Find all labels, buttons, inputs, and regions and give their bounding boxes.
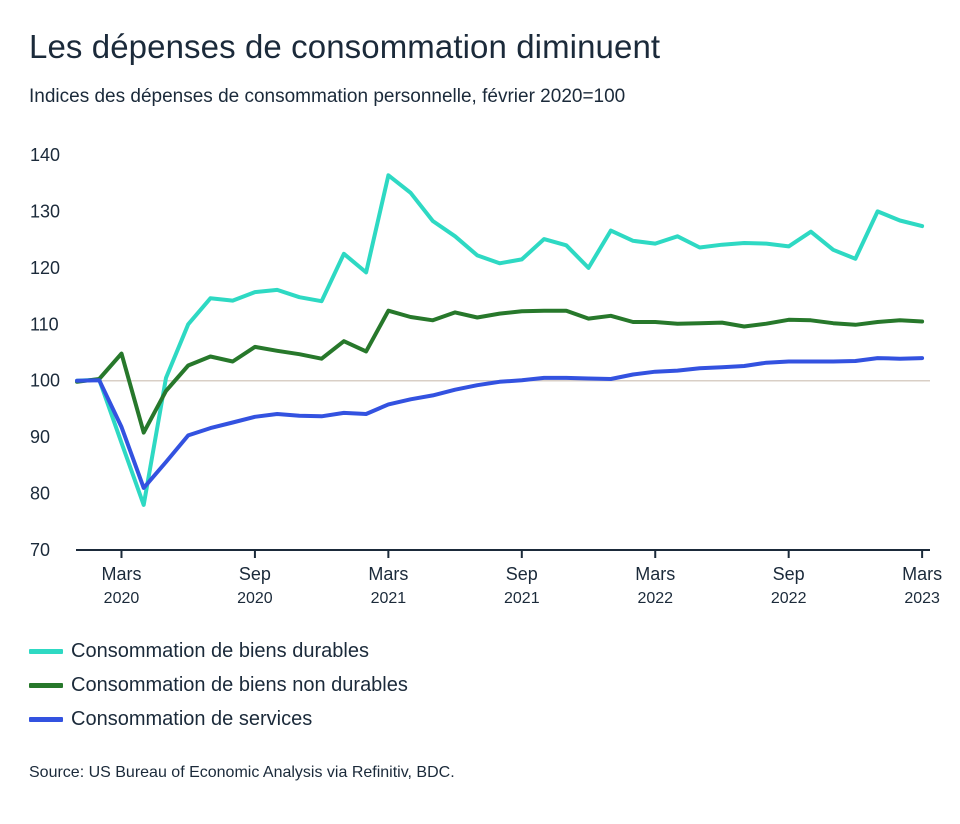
series-line-non-durables xyxy=(75,308,925,435)
y-tick-label-80: 80 xyxy=(30,484,50,504)
y-tick-label-120: 120 xyxy=(30,258,60,278)
chart-legend: Consommation de biens durables Consommat… xyxy=(29,634,408,736)
x-tick-year-0: 2020 xyxy=(104,590,140,607)
y-tick-label-110: 110 xyxy=(30,314,59,334)
x-tick-year-3: 2021 xyxy=(504,590,540,607)
source-note: Source: US Bureau of Economic Analysis v… xyxy=(29,764,455,781)
y-tick-label-70: 70 xyxy=(30,540,50,560)
legend-item-durables: Consommation de biens durables xyxy=(29,634,408,668)
chart-title: Les dépenses de consommation diminuent xyxy=(29,28,661,65)
series-line-services xyxy=(75,356,925,490)
x-tick-year-2: 2021 xyxy=(371,590,407,607)
x-tick-label-0: Mars xyxy=(101,564,141,584)
y-tick-label-130: 130 xyxy=(30,201,60,221)
legend-item-non-durables: Consommation de biens non durables xyxy=(29,668,408,702)
x-tick-year-6: 2023 xyxy=(904,590,940,607)
legend-label-non-durables: Consommation de biens non durables xyxy=(71,673,408,696)
y-tick-label-90: 90 xyxy=(30,427,50,447)
x-tick-label-6: Mars xyxy=(902,564,942,584)
legend-item-services: Consommation de services xyxy=(29,702,408,736)
legend-label-services: Consommation de services xyxy=(71,707,313,730)
x-tick-year-4: 2022 xyxy=(637,590,673,607)
series-line-durables xyxy=(75,173,925,507)
legend-swatch-non-durables xyxy=(29,682,63,688)
x-tick-label-2: Mars xyxy=(368,564,408,584)
legend-swatch-durables xyxy=(29,648,63,654)
y-tick-label-140: 140 xyxy=(30,145,60,165)
legend-label-durables: Consommation de biens durables xyxy=(71,639,369,662)
x-tick-year-5: 2022 xyxy=(771,590,807,607)
chart-subtitle: Indices des dépenses de consommation per… xyxy=(29,86,626,107)
x-tick-label-5: Sep xyxy=(773,564,805,584)
x-tick-label-3: Sep xyxy=(506,564,538,584)
x-tick-year-1: 2020 xyxy=(237,590,273,607)
x-tick-label-4: Mars xyxy=(635,564,675,584)
x-tick-label-1: Sep xyxy=(239,564,271,584)
y-tick-label-100: 100 xyxy=(30,371,60,391)
legend-swatch-services xyxy=(29,716,63,722)
